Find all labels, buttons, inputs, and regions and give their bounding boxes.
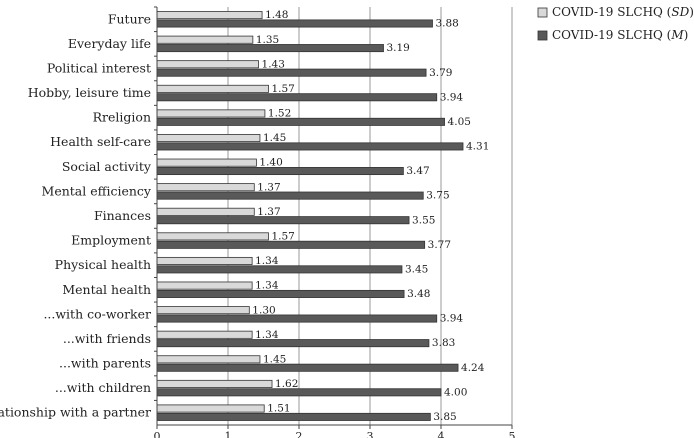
mean-bar [156,167,404,176]
sd-bar [156,232,269,241]
axis-layer: 0 1 2 3 4 5 Future Everyday life Political inter… [0,6,516,438]
mean-bar [156,289,405,298]
category-label: Physical health [55,257,151,272]
category-label: ...with parents [59,356,151,371]
legend-label-sd: COVID-19 SLCHQ (SD) [552,5,694,19]
sd-bar [156,404,265,413]
x-tick-label: 4 [438,430,445,438]
sd-bar [156,207,255,216]
mean-value-label: 3.55 [412,214,435,226]
sd-value-label: 1.57 [271,83,294,95]
category-label: ...with co-worker [43,306,151,321]
mean-bar [156,68,427,77]
sd-value-label: 1.40 [259,157,282,169]
category-label: ...with friends [63,331,151,346]
sd-value-label: 1.34 [255,329,279,341]
mean-bar [156,412,431,421]
category-label: Mental health [62,282,151,297]
category-label: Health self-care [50,134,151,149]
mean-value-label: 3.94 [440,91,464,103]
legend-swatch-mean [537,30,548,41]
sd-value-label: 1.43 [262,58,285,70]
sd-value-label: 1.45 [263,353,286,365]
sd-bar [156,158,257,167]
mean-value-label: 3.79 [429,67,452,79]
sd-bar [156,134,261,143]
sd-value-label: 1.57 [271,230,294,242]
category-label: Hobby, leisure time [28,85,151,100]
sd-bar [156,60,259,69]
sd-bar [156,355,261,364]
sd-bar [156,109,266,118]
mean-bar [156,265,403,274]
mean-value-label: 4.31 [466,141,489,153]
mean-value-label: 4.00 [444,386,467,398]
sd-bar [156,35,254,44]
mean-value-label: 3.85 [433,411,456,423]
x-tick-label: 3 [367,430,374,438]
sd-bar [156,183,255,192]
sd-bar [156,256,253,265]
mean-bar [156,216,410,225]
mean-bar [156,117,445,126]
x-tick-label: 2 [296,430,303,438]
bars-layer: 1.48 3.88 1.35 3.19 1.43 3.79 1.57 3.94 1.52 4.05… [156,9,489,423]
mean-value-label: 3.45 [405,263,428,275]
category-label: Social activity [62,159,152,174]
mean-value-label: 3.77 [428,239,451,251]
category-label: Relationship with a partner [0,405,151,420]
mean-value-label: 3.75 [426,190,449,202]
category-label: Employment [71,233,151,248]
mean-bar [156,44,384,53]
sd-bar [156,379,273,388]
sd-bar [156,11,263,20]
category-label: Political interest [47,60,151,75]
legend-swatch-sd [537,7,548,18]
sd-bar [156,330,253,339]
mean-bar [156,363,459,372]
category-label: Everyday life [68,36,151,51]
mean-value-label: 3.47 [406,165,429,177]
mean-bar [156,339,430,348]
sd-bar [156,84,269,93]
mean-bar [156,93,438,102]
category-label: ...with children [55,380,151,395]
mean-value-label: 3.88 [435,18,458,30]
x-tick-label: 0 [154,430,161,438]
category-label: Future [108,11,151,26]
mean-bar [156,19,433,28]
legend: COVID-19 SLCHQ (SD) COVID-19 SLCHQ (M) [537,5,694,42]
legend-label-mean: COVID-19 SLCHQ (M) [552,28,688,42]
mean-value-label: 4.24 [461,362,485,374]
mean-bar [156,191,424,200]
x-tick-label: 1 [225,430,232,438]
mean-bar [156,240,426,249]
sd-value-label: 1.35 [256,34,279,46]
sd-value-label: 1.37 [257,181,280,193]
sd-value-label: 1.45 [263,132,286,144]
sd-bar [156,306,250,315]
category-label: Rreligion [93,110,151,125]
mean-value-label: 3.48 [407,288,430,300]
category-label: Mental efficiency [42,183,152,198]
sd-bar [156,281,253,290]
x-tick-label: 5 [509,430,516,438]
sd-value-label: 1.51 [267,403,290,415]
sd-value-label: 1.34 [255,255,279,267]
mean-value-label: 3.83 [432,337,455,349]
sd-value-label: 1.30 [252,304,275,316]
sd-value-label: 1.37 [257,206,280,218]
sd-value-label: 1.34 [255,280,279,292]
sd-value-label: 1.52 [268,108,291,120]
category-label: Finances [94,208,151,223]
sd-value-label: 1.62 [275,378,298,390]
mean-bar [156,388,442,397]
sd-value-label: 1.48 [265,9,288,21]
mean-value-label: 3.94 [440,313,464,325]
mean-value-label: 4.05 [448,116,471,128]
mean-bar [156,314,438,323]
mean-bar [156,142,464,151]
mean-value-label: 3.19 [386,42,409,54]
